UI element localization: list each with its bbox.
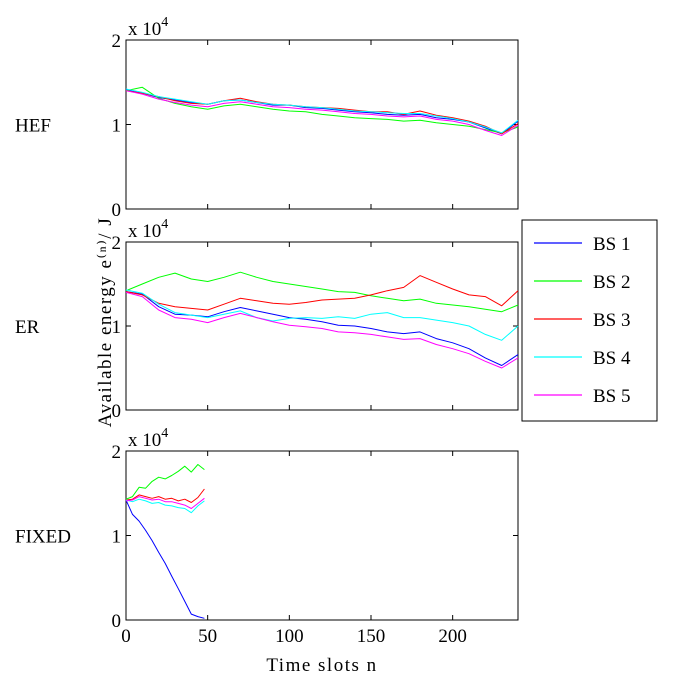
x-tick-label: 200 xyxy=(438,626,467,647)
legend-item: BS 5 xyxy=(534,386,631,407)
series-line-bs-5 xyxy=(125,291,519,369)
legend-item: BS 1 xyxy=(534,234,631,255)
plot-frame xyxy=(125,450,519,621)
y-tick-label: 2 xyxy=(112,442,122,463)
y-tick-label: 1 xyxy=(112,116,122,137)
y-exponent-power: 4 xyxy=(161,426,168,441)
panels: 0 1 2 x 104 HEF 0 1 2 x 104 ER 0 50 100 150 200 0 1 2 x 10… xyxy=(15,15,519,647)
legend-label: BS 2 xyxy=(593,272,631,293)
y-axis-label: Available energy e⁽ⁿ⁾/ J xyxy=(95,217,116,427)
panel-label: HEF xyxy=(15,116,51,137)
y-tick-label: 0 xyxy=(112,611,122,632)
x-tick-label: 0 xyxy=(121,626,131,647)
series-line-bs-1 xyxy=(125,89,519,135)
series-line-bs-4 xyxy=(125,88,519,134)
series-line-bs-2 xyxy=(125,86,519,134)
y-exponent-power: 4 xyxy=(161,15,168,30)
series-line-bs-2 xyxy=(125,464,205,500)
plot-frame xyxy=(125,39,519,210)
y-tick-label: 1 xyxy=(112,527,122,548)
y-tick-label: 2 xyxy=(112,31,122,52)
legend-label: BS 4 xyxy=(593,348,631,369)
legend-label: BS 3 xyxy=(593,310,631,331)
legend-items: BS 1 BS 2 BS 3 BS 4 BS 5 xyxy=(534,234,631,407)
panel-label: FIXED xyxy=(15,527,71,548)
legend-box xyxy=(521,219,658,422)
series-line-bs-4 xyxy=(125,498,205,514)
y-exponent-label: x 104 xyxy=(128,217,168,242)
y-exponent-label: x 104 xyxy=(128,15,168,40)
series-line-bs-2 xyxy=(125,271,519,313)
series-line-bs-5 xyxy=(125,496,205,509)
y-exponent-label: x 104 xyxy=(128,426,168,451)
panel-1: 0 1 2 x 104 HEF xyxy=(15,15,519,221)
legend-label: BS 1 xyxy=(593,234,631,255)
legend-label: BS 5 xyxy=(593,386,631,407)
series-line-bs-1 xyxy=(125,499,205,619)
panel-2: 0 1 2 x 104 ER xyxy=(15,217,519,422)
legend-item: BS 2 xyxy=(534,272,631,293)
x-tick-label: 150 xyxy=(357,626,386,647)
legend: BS 1 BS 2 BS 3 BS 4 BS 5 xyxy=(521,219,658,422)
x-axis-label: Time slots n xyxy=(266,655,377,676)
y-tick-label: 2 xyxy=(112,233,122,254)
y-exponent-power: 4 xyxy=(161,217,168,232)
y-tick-label: 0 xyxy=(112,401,122,422)
panel-label: ER xyxy=(15,317,40,338)
series-line-bs-5 xyxy=(125,90,519,136)
x-tick-label: 100 xyxy=(275,626,304,647)
series-line-bs-4 xyxy=(125,289,519,341)
y-tick-label: 0 xyxy=(112,200,122,221)
x-tick-label: 50 xyxy=(198,626,217,647)
legend-item: BS 4 xyxy=(534,348,631,369)
panel-3: 0 50 100 150 200 0 1 2 x 104 FIXED xyxy=(15,426,519,647)
series-line-bs-3 xyxy=(125,90,519,135)
series-line-bs-3 xyxy=(125,488,205,503)
legend-item: BS 3 xyxy=(534,310,631,331)
series-line-bs-3 xyxy=(125,275,519,311)
plot-frame xyxy=(125,241,519,411)
y-tick-label: 1 xyxy=(112,317,122,338)
